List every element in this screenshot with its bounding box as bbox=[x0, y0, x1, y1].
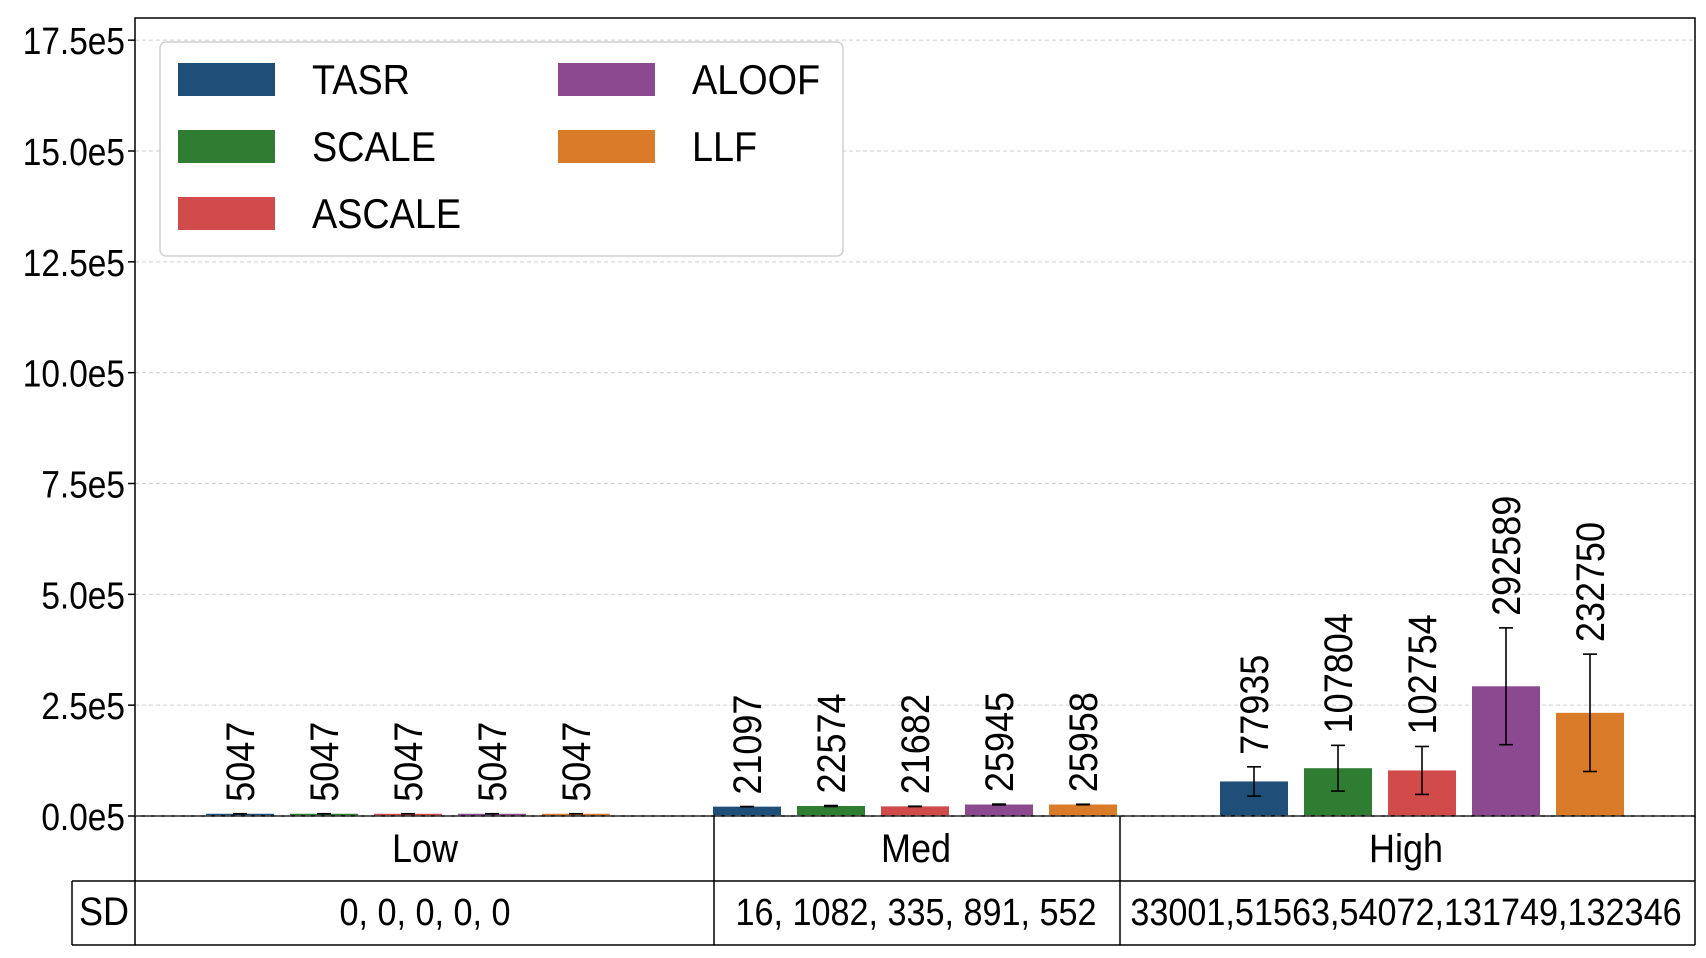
legend-swatch bbox=[178, 63, 275, 96]
value-label: 25958 bbox=[1062, 692, 1106, 792]
value-label: 5047 bbox=[303, 722, 347, 802]
grid-lines bbox=[135, 39, 1695, 706]
y-tick-label: 12.5e5 bbox=[23, 242, 125, 284]
category-label-low: Low bbox=[392, 827, 459, 871]
legend-swatch bbox=[178, 197, 275, 230]
bar-ascale-low bbox=[374, 813, 442, 816]
error-bar bbox=[1499, 627, 1513, 746]
error-bar bbox=[1415, 745, 1429, 796]
bar-scale-low bbox=[290, 813, 358, 816]
legend-label: SCALE bbox=[312, 124, 436, 170]
x-axis-category-row: Low Med High bbox=[134, 816, 1696, 945]
legend-label: LLF bbox=[692, 124, 757, 170]
value-label: 21682 bbox=[894, 694, 938, 794]
value-label: 77935 bbox=[1233, 655, 1277, 755]
legend-item-scale: SCALE bbox=[178, 124, 436, 170]
y-tick-label: 10.0e5 bbox=[23, 353, 125, 395]
bar-ascale-med bbox=[881, 806, 949, 816]
error-bar bbox=[1331, 744, 1345, 792]
y-tick-label: 2.5e5 bbox=[41, 685, 125, 727]
value-label: 107804 bbox=[1317, 613, 1361, 733]
value-label: 5047 bbox=[555, 722, 599, 802]
sd-cell: 0, 0, 0, 0, 0 bbox=[339, 890, 510, 933]
legend: TASR SCALE ASCALE ALOOF LLF bbox=[159, 41, 844, 257]
sd-row-label: SD bbox=[79, 890, 129, 934]
value-label: 22574 bbox=[810, 693, 854, 793]
error-bar bbox=[1247, 766, 1261, 797]
y-tick-label: 17.5e5 bbox=[23, 20, 125, 62]
value-label: 5047 bbox=[471, 722, 515, 802]
value-label: 232750 bbox=[1569, 522, 1613, 642]
legend-swatch bbox=[558, 130, 655, 163]
legend-swatch bbox=[178, 130, 275, 163]
bar-tasr-med bbox=[713, 806, 781, 816]
value-labels-group: 5047 21097 77935 5047 22574 107804 5047 21682 10… bbox=[219, 496, 1613, 802]
legend-label: ASCALE bbox=[312, 191, 461, 237]
legend-label: ALOOF bbox=[692, 57, 820, 103]
sd-cell: 33001,51563,54072,131749,132346 bbox=[1130, 890, 1681, 933]
sd-cell: 16, 1082, 335, 891, 552 bbox=[735, 890, 1096, 933]
legend-label: TASR bbox=[312, 57, 410, 103]
category-label-med: Med bbox=[881, 827, 951, 871]
value-label: 102754 bbox=[1401, 614, 1445, 734]
bar-tasr-low bbox=[206, 813, 274, 816]
value-label: 25945 bbox=[978, 692, 1022, 792]
error-bars-group bbox=[233, 627, 1597, 815]
legend-item-tasr: TASR bbox=[178, 57, 410, 103]
value-label: 292589 bbox=[1485, 496, 1529, 616]
y-tick-label: 5.0e5 bbox=[41, 574, 125, 616]
value-label: 21097 bbox=[726, 695, 770, 795]
bar-aloof-low bbox=[458, 813, 526, 816]
error-bar bbox=[992, 803, 1006, 806]
value-label: 5047 bbox=[219, 722, 263, 802]
legend-swatch bbox=[558, 63, 655, 96]
category-label-high: High bbox=[1369, 827, 1443, 871]
legend-box bbox=[159, 41, 844, 257]
sd-table: SD 0, 0, 0, 0, 0 16, 1082, 335, 891, 552 33… bbox=[71, 880, 1695, 946]
y-tick-label: 7.5e5 bbox=[41, 464, 125, 506]
y-tick-label: 15.0e5 bbox=[23, 131, 125, 173]
bar-aloof-med bbox=[965, 804, 1033, 816]
y-axis: 0.0e5 2.5e5 5.0e5 7.5e5 10.0e5 12.5e5 15.0e5 17… bbox=[23, 20, 135, 838]
error-bar bbox=[824, 804, 838, 808]
error-bar bbox=[1583, 653, 1597, 773]
y-tick-label: 0.0e5 bbox=[41, 796, 125, 838]
legend-item-ascale: ASCALE bbox=[178, 191, 461, 237]
legend-item-aloof: ALOOF bbox=[558, 57, 820, 103]
bar-llf-low bbox=[542, 813, 610, 816]
value-label: 5047 bbox=[387, 722, 431, 802]
bar-scale-med bbox=[797, 805, 865, 816]
bar-llf-med bbox=[1049, 804, 1117, 816]
legend-item-llf: LLF bbox=[558, 124, 757, 170]
